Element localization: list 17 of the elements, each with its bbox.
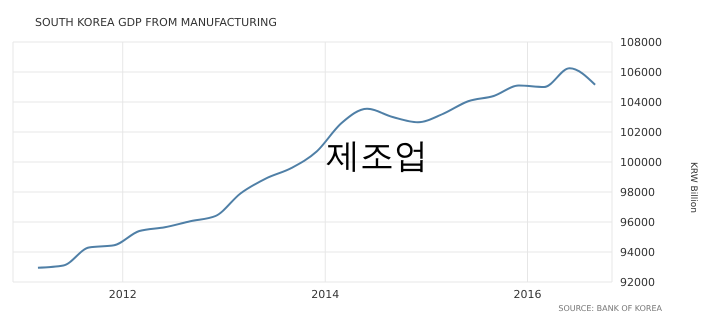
x-tick-label: 2014 [311,288,340,301]
y-tick-label: 98000 [620,186,655,199]
y-tick-label: 106000 [620,66,662,79]
y-tick-label: 96000 [620,216,655,229]
y-tick-label: 94000 [620,246,655,259]
y-tick-label: 102000 [620,126,662,139]
line-series [36,67,596,269]
y-tick-label: 100000 [620,156,662,169]
y-tick-label: 108000 [620,36,662,49]
source-note: SOURCE: BANK OF KOREA [558,304,662,313]
x-tick-label: 2016 [513,288,542,301]
y-tick-label: 92000 [620,276,655,289]
y-axis-title: KRW Billion [688,162,698,213]
y-tick-label: 104000 [620,96,662,109]
annotation: 제조업 [326,135,428,178]
chart-title: SOUTH KOREA GDP FROM MANUFACTURING [35,16,277,29]
x-tick-label: 2012 [108,288,137,301]
